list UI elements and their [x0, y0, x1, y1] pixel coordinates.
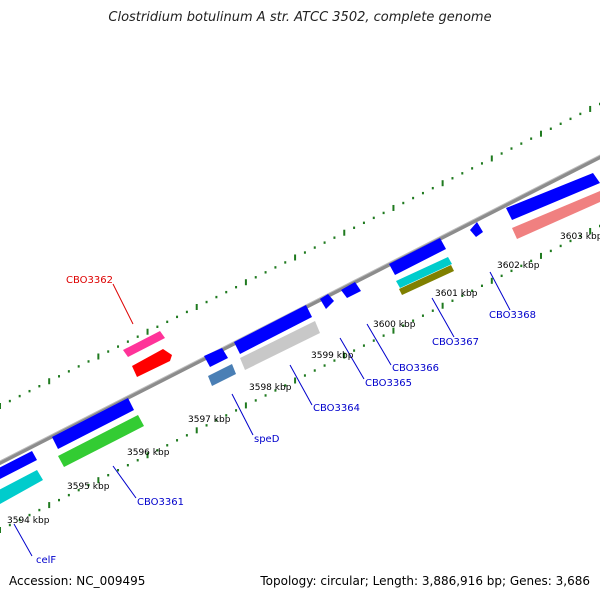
gene-forward-upper-8[interactable]	[470, 222, 483, 237]
leader-cbo3368	[489, 271, 511, 311]
gene-forward-upper-7[interactable]	[389, 238, 446, 275]
gene-cbo3361[interactable]	[58, 415, 144, 467]
scale-label-3595: 3595 kbp	[67, 482, 110, 492]
leader-cbo3361	[112, 465, 137, 499]
gene-forward-upper-3[interactable]	[234, 305, 312, 354]
leader-cbo3365	[339, 337, 365, 380]
gene-cbo3362-b[interactable]	[132, 349, 172, 377]
scale-label-3596: 3596 kbp	[127, 448, 170, 458]
leader-cbo3362	[112, 283, 134, 325]
map-title: Clostridium botulinum A str. ATCC 3502, …	[108, 10, 492, 25]
scale-label-3603: 3603 kbp	[560, 232, 600, 242]
leader-sped	[231, 393, 254, 436]
gene-cbo3362[interactable]	[123, 331, 165, 357]
scale-label-3594: 3594 kbp	[7, 516, 50, 526]
gene-forward-upper-6[interactable]	[341, 282, 361, 298]
gene-cbo3367-a[interactable]	[396, 257, 452, 288]
label-cbo3366[interactable]: CBO3366	[392, 363, 439, 374]
label-cbo3364[interactable]: CBO3364	[313, 403, 360, 414]
scale-label-3601: 3601 kbp	[435, 289, 478, 299]
label-cbo3368[interactable]: CBO3368	[489, 310, 536, 321]
outer-dotted-track	[0, 102, 600, 409]
accession-text: Accession: NC_009495	[9, 574, 146, 588]
label-sped[interactable]: speD	[254, 434, 280, 445]
gene-sped[interactable]	[208, 364, 236, 386]
gene-forward-upper-9[interactable]	[506, 173, 600, 220]
gene-forward-upper-1[interactable]	[0, 451, 37, 479]
scale-label-3598: 3598 kbp	[249, 383, 292, 393]
gene-cbo3364[interactable]	[240, 321, 320, 370]
leader-celf	[13, 523, 33, 557]
label-cbo3362[interactable]: CBO3362	[66, 275, 113, 286]
genome-backbone-highlight	[0, 154, 600, 462]
leader-cbo3366	[366, 323, 392, 366]
gene-cbo3368[interactable]	[512, 191, 600, 239]
scale-label-3600: 3600 kbp	[373, 320, 416, 330]
gene-cbo3367-b[interactable]	[399, 265, 454, 295]
summary-text: Topology: circular; Length: 3,886,916 bp…	[260, 574, 590, 588]
label-celf[interactable]: celF	[36, 555, 56, 566]
scale-label-3599: 3599 kbp	[311, 351, 354, 361]
label-cbo3365[interactable]: CBO3365	[365, 378, 412, 389]
leader-cbo3367	[431, 297, 455, 338]
gene-forward-upper-5[interactable]	[320, 294, 334, 309]
gene-celf[interactable]	[0, 470, 43, 504]
gene-forward-upper-4[interactable]	[204, 348, 228, 367]
scale-label-3597: 3597 kbp	[188, 415, 231, 425]
label-cbo3361[interactable]: CBO3361	[137, 497, 184, 508]
label-cbo3367[interactable]: CBO3367	[432, 337, 479, 348]
inner-dotted-track	[0, 224, 600, 533]
scale-label-3602: 3602 kbp	[497, 261, 540, 271]
gene-forward-upper-2[interactable]	[52, 398, 134, 449]
leader-cbo3364	[289, 364, 313, 406]
